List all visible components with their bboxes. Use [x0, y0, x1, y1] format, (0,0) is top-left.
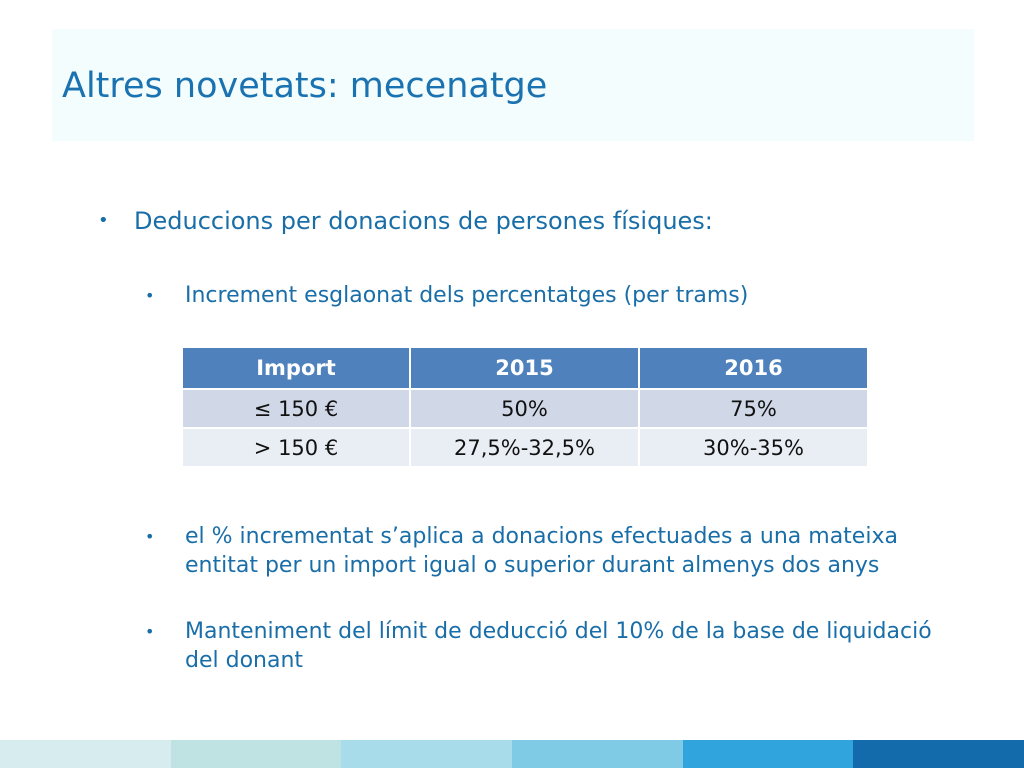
- bullet-deduction-limit-text: Manteniment del límit de deducció del 10…: [185, 619, 932, 673]
- slide-title: Altres novetats: mecenatge: [62, 66, 548, 106]
- table-cell: 30%-35%: [638, 427, 869, 468]
- footer-segment: [170, 740, 342, 768]
- table-row: > 150 € 27,5%-32,5% 30%-35%: [181, 427, 869, 468]
- bullet-marker: •: [98, 210, 109, 231]
- footer-segment: [682, 740, 854, 768]
- bullet-donations-text: Deduccions per donacions de persones fís…: [134, 207, 713, 235]
- footer-segment: [0, 740, 171, 768]
- bullet-incremented-percent-text: el % incrementat s’aplica a donacions ef…: [185, 524, 898, 578]
- deduction-table: Import 2015 2016 ≤ 150 € 50% 75% > 150 €…: [181, 346, 869, 468]
- bullet-increment-text: Increment esglaonat dels percentatges (p…: [185, 283, 749, 308]
- title-band: Altres novetats: mecenatge: [52, 29, 974, 141]
- bullet-marker: •: [145, 286, 155, 305]
- table-header-row: Import 2015 2016: [181, 346, 869, 390]
- table-row: ≤ 150 € 50% 75%: [181, 388, 869, 429]
- footer-segment: [853, 740, 1024, 768]
- footer-segment: [341, 740, 513, 768]
- table-header-cell: 2016: [638, 346, 869, 390]
- footer-color-bar: [0, 740, 1024, 768]
- table-cell: 75%: [638, 388, 869, 429]
- bullet-marker: •: [145, 622, 155, 641]
- table-header-cell: Import: [181, 346, 411, 390]
- table-header-cell: 2015: [409, 346, 640, 390]
- bullet-marker: •: [145, 527, 155, 546]
- table-cell: ≤ 150 €: [181, 388, 411, 429]
- table-cell: 50%: [409, 388, 640, 429]
- table-cell: 27,5%-32,5%: [409, 427, 640, 468]
- footer-segment: [512, 740, 683, 768]
- table-cell: > 150 €: [181, 427, 411, 468]
